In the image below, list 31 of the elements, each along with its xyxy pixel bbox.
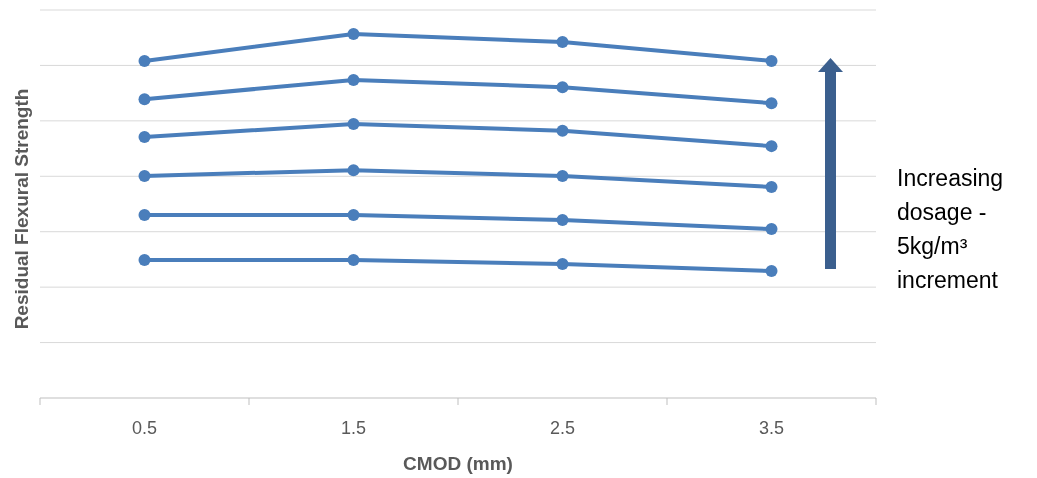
x-tick-label: 0.5	[131, 418, 158, 438]
point	[765, 264, 778, 277]
point	[556, 36, 569, 49]
x-tick-label: 3.5	[758, 418, 785, 438]
x-axis-title: CMOD (mm)	[403, 453, 513, 474]
point	[765, 140, 778, 153]
point	[765, 97, 778, 110]
point	[347, 28, 360, 41]
point	[347, 208, 360, 221]
point	[138, 93, 151, 106]
point	[347, 254, 360, 267]
y-axis-title: Residual Flexural Strength	[11, 88, 32, 330]
point	[556, 124, 569, 137]
x-tick-label: 2.5	[549, 418, 576, 438]
point	[138, 208, 151, 221]
point	[138, 131, 151, 144]
text: Increasing dosage - 5kg/m³ increment	[897, 165, 1004, 293]
point	[347, 73, 360, 86]
point	[765, 54, 778, 67]
point	[138, 54, 151, 67]
point	[765, 180, 778, 193]
point	[138, 169, 151, 182]
point	[138, 254, 151, 267]
point	[347, 117, 360, 130]
point	[347, 164, 360, 177]
point	[556, 214, 569, 227]
point	[556, 258, 569, 271]
point	[556, 169, 569, 182]
x-tick-label: 1.5	[340, 418, 367, 438]
point	[765, 223, 778, 236]
point	[556, 81, 569, 94]
